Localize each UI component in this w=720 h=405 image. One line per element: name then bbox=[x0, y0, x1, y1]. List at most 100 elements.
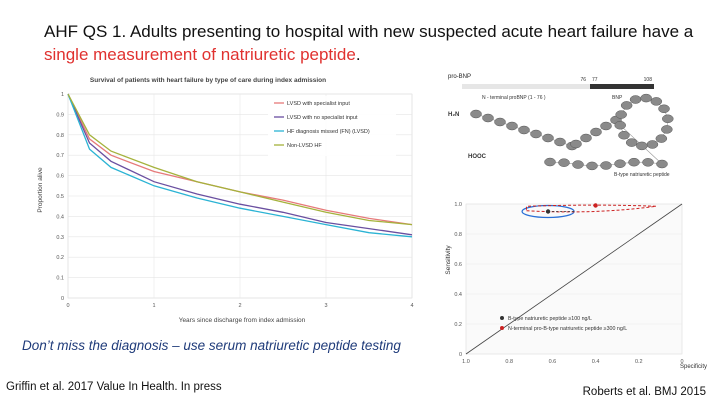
roc-point bbox=[545, 209, 551, 214]
bnp-short-label: BNP bbox=[612, 95, 623, 101]
citation-right: Roberts et al. BMJ 2015 bbox=[582, 386, 706, 398]
amino-acid-bead bbox=[625, 138, 638, 147]
roc-y-tick: 0.2 bbox=[454, 322, 462, 328]
roc-x-tick: 0 bbox=[680, 359, 683, 365]
amino-acid-bead bbox=[628, 157, 640, 167]
survival-legend-label: Non-LVSD HF bbox=[287, 143, 322, 149]
amino-acid-bead bbox=[494, 117, 506, 127]
amino-acid-bead bbox=[600, 121, 612, 131]
roc-x-tick: 0.6 bbox=[549, 359, 557, 365]
residue-77: 77 bbox=[592, 77, 598, 83]
roc-y-tick: 0.8 bbox=[454, 232, 462, 238]
bnp-bar bbox=[590, 84, 654, 89]
nt-probnp-bar bbox=[462, 84, 590, 89]
amino-acid-bead bbox=[646, 140, 659, 149]
roc-x-tick: 0.2 bbox=[635, 359, 643, 365]
survival-legend-box bbox=[268, 96, 396, 156]
amino-acid-bead bbox=[558, 158, 570, 167]
survival-y-tick: 0.1 bbox=[56, 276, 64, 282]
roc-x-tick: 1.0 bbox=[462, 359, 470, 365]
survival-y-tick: 0.3 bbox=[56, 235, 64, 241]
amino-acid-bead bbox=[640, 93, 652, 103]
survival-y-tick: 0.8 bbox=[56, 133, 64, 139]
amino-acid-bead bbox=[614, 120, 626, 130]
roc-x-label: Specificity bbox=[680, 364, 707, 370]
survival-x-label: Years since discharge from index admissi… bbox=[179, 317, 306, 324]
tagline: Don’t miss the diagnosis – use serum nat… bbox=[22, 338, 401, 353]
survival-y-tick: 0.9 bbox=[56, 112, 64, 118]
bnp-structure-figure: pro-BNP 76 77 108 N - terminal proBNP (1… bbox=[448, 74, 674, 178]
roc-chart: Sensitivity Specificity 0 0.2 0.4 0.6 0.8 1.0… bbox=[445, 202, 707, 370]
survival-x-tick: 1 bbox=[152, 303, 155, 309]
survival-y-tick: 0.6 bbox=[56, 174, 64, 180]
amino-acid-bead bbox=[570, 139, 582, 149]
amino-acid-bead bbox=[629, 95, 642, 104]
title-text: AHF QS 1. Adults presenting to hospital … bbox=[44, 22, 694, 41]
roc-legend-marker bbox=[500, 316, 504, 320]
roc-y-tick: 0 bbox=[459, 352, 462, 358]
survival-lines bbox=[67, 93, 413, 238]
roc-y-label: Sensitivity bbox=[445, 245, 452, 275]
amino-acid-bead bbox=[580, 133, 592, 143]
amino-acid-bead bbox=[542, 133, 554, 143]
roc-y-tick: 0.4 bbox=[454, 292, 462, 298]
amino-acid-bead bbox=[544, 157, 556, 167]
amino-acid-chain bbox=[470, 93, 674, 171]
survival-y-tick: 0.7 bbox=[56, 153, 64, 159]
roc-point bbox=[593, 203, 598, 208]
amino-acid-bead bbox=[600, 161, 612, 170]
survival-legend-label: HF diagnosis missed (FN) (LVSD) bbox=[287, 129, 370, 135]
bnp-peptide-label: B-type natriuretic peptide bbox=[614, 172, 670, 178]
survival-y-tick: 0.2 bbox=[56, 255, 64, 261]
amino-acid-bead bbox=[518, 125, 530, 135]
amino-acid-bead bbox=[636, 141, 648, 151]
survival-series-line bbox=[67, 93, 413, 226]
amino-acid-bead bbox=[482, 113, 494, 123]
roc-y-tick: 1.0 bbox=[454, 202, 462, 208]
survival-chart: Survival of patients with heart failure … bbox=[37, 77, 414, 324]
amino-acid-bead bbox=[530, 129, 542, 139]
amino-acid-bead bbox=[590, 127, 602, 137]
citation-left: Griffin et al. 2017 Value In Health. In … bbox=[6, 381, 222, 393]
title-highlight: single measurement of natriuretic peptid… bbox=[44, 45, 356, 64]
amino-acid-bead bbox=[662, 114, 674, 124]
roc-plot-area: 0 0.2 0.4 0.6 0.8 1.0 1.0 0.8 0.6 0.4 0.2 0 B-type n… bbox=[454, 202, 683, 365]
survival-y-tick: 0 bbox=[61, 296, 64, 302]
survival-legend-label: LVSD with no specialist input bbox=[287, 115, 358, 121]
amino-acid-bead bbox=[618, 130, 630, 140]
amino-acid-bead bbox=[650, 97, 663, 106]
amino-acid-bead bbox=[658, 104, 670, 114]
pro-bnp-label: pro-BNP bbox=[448, 74, 471, 80]
survival-chart-title: Survival of patients with heart failure … bbox=[90, 77, 326, 84]
survival-y-tick: 0.5 bbox=[56, 194, 64, 200]
amino-acid-bead bbox=[614, 159, 626, 168]
cooh-label: HOOC bbox=[468, 154, 487, 160]
ntprobnp-confidence-region bbox=[525, 204, 657, 213]
survival-series-line bbox=[67, 93, 413, 236]
survival-y-tick: 0.4 bbox=[56, 214, 64, 220]
amino-acid-bead bbox=[655, 134, 668, 143]
slide-title: AHF QS 1. Adults presenting to hospital … bbox=[44, 20, 704, 66]
amino-acid-bead bbox=[572, 160, 584, 169]
amino-acid-bead bbox=[620, 101, 633, 110]
survival-legend: LVSD with specialist input LVSD with no s… bbox=[268, 96, 396, 156]
amino-acid-bead bbox=[615, 110, 627, 119]
amino-acid-bead bbox=[470, 109, 482, 119]
peptide-backbone bbox=[475, 97, 669, 167]
amino-acid-bead bbox=[642, 158, 654, 167]
survival-x-tick: 4 bbox=[410, 303, 413, 309]
roc-legend-label: N-terminal pro-B-type natriuretic peptid… bbox=[508, 326, 627, 332]
nt-probnp-label: N - terminal proBNP (1 - 76 ) bbox=[482, 95, 546, 101]
survival-ticks: 0 0.1 0.2 0.3 0.4 0.5 0.6 0.7 0.8 0.9 1 0 1 2 3 4 bbox=[56, 92, 413, 309]
survival-y-label: Proportion alive bbox=[37, 167, 44, 213]
amino-acid-bead bbox=[586, 161, 598, 171]
residue-108: 108 bbox=[644, 77, 653, 83]
amino-acid-bead bbox=[554, 137, 566, 147]
roc-x-tick: 0.8 bbox=[505, 359, 513, 365]
survival-series-line bbox=[67, 93, 413, 238]
roc-x-tick: 0.4 bbox=[592, 359, 600, 365]
survival-x-tick: 3 bbox=[324, 303, 327, 309]
title-end: . bbox=[355, 45, 361, 64]
amino-acid-bead bbox=[506, 121, 518, 131]
residue-76: 76 bbox=[580, 77, 586, 83]
